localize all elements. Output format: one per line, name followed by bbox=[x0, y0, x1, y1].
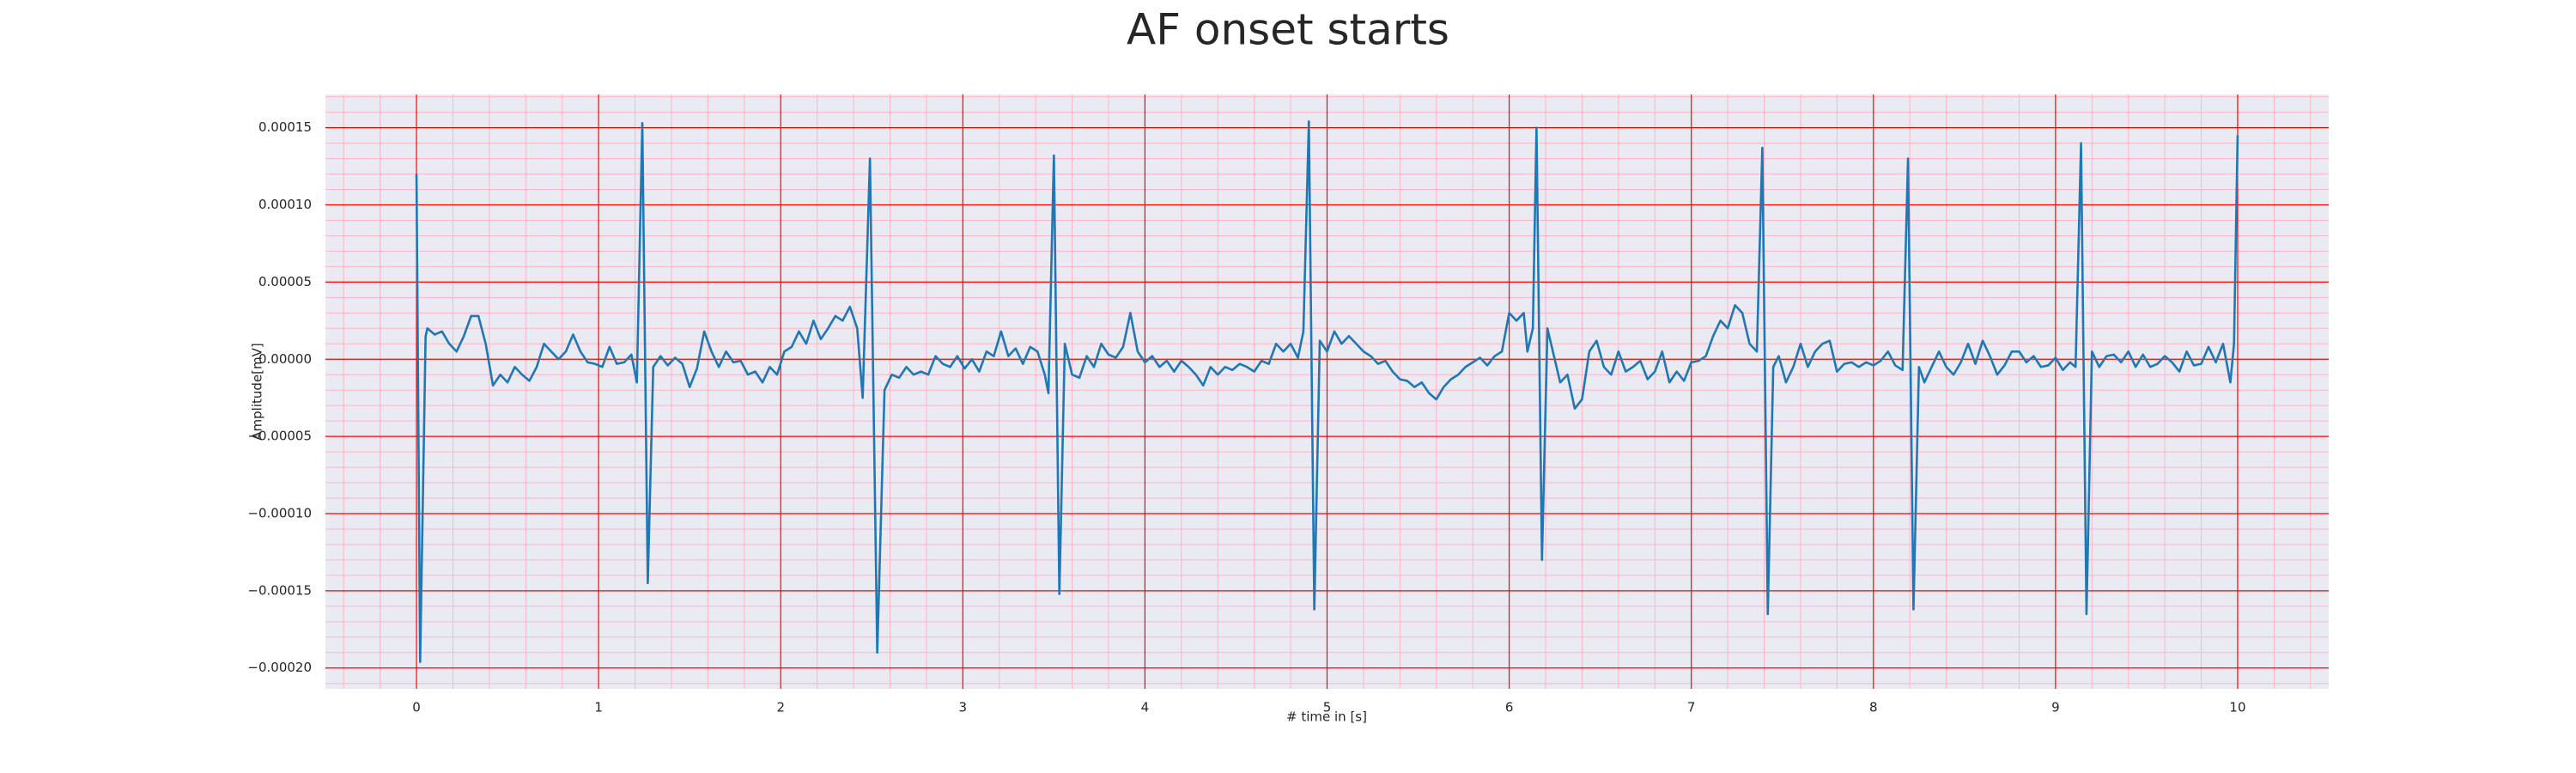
x-tick-label: 4 bbox=[1141, 700, 1150, 715]
x-tick-label: 10 bbox=[2229, 700, 2245, 715]
y-axis-label: Amplitude[mV] bbox=[250, 343, 265, 440]
y-tick-label: 0.00005 bbox=[258, 274, 312, 289]
x-tick-label: 1 bbox=[594, 700, 603, 715]
x-tick-label: 3 bbox=[959, 700, 968, 715]
x-tick-label: 2 bbox=[776, 700, 785, 715]
y-tick-label: −0.00005 bbox=[247, 429, 312, 444]
x-tick-label: 0 bbox=[412, 700, 421, 715]
x-tick-label: 8 bbox=[1869, 700, 1878, 715]
y-tick-label: 0.00010 bbox=[258, 197, 312, 212]
y-tick-label: −0.00015 bbox=[247, 582, 312, 598]
x-tick-label: 7 bbox=[1687, 700, 1696, 715]
x-tick-label: 9 bbox=[2051, 700, 2060, 715]
y-tick-label: −0.00020 bbox=[247, 660, 312, 675]
x-axis-label: # time in [s] bbox=[1286, 709, 1367, 725]
signal-line bbox=[415, 120, 2239, 663]
x-tick-label: 6 bbox=[1505, 700, 1514, 715]
chart-title: AF onset starts bbox=[1127, 5, 1449, 55]
y-tick-label: −0.00010 bbox=[247, 505, 312, 520]
y-tick-label: 0.00000 bbox=[258, 351, 312, 367]
x-tick-label: 5 bbox=[1323, 700, 1332, 715]
y-tick-label: 0.00015 bbox=[258, 119, 312, 135]
